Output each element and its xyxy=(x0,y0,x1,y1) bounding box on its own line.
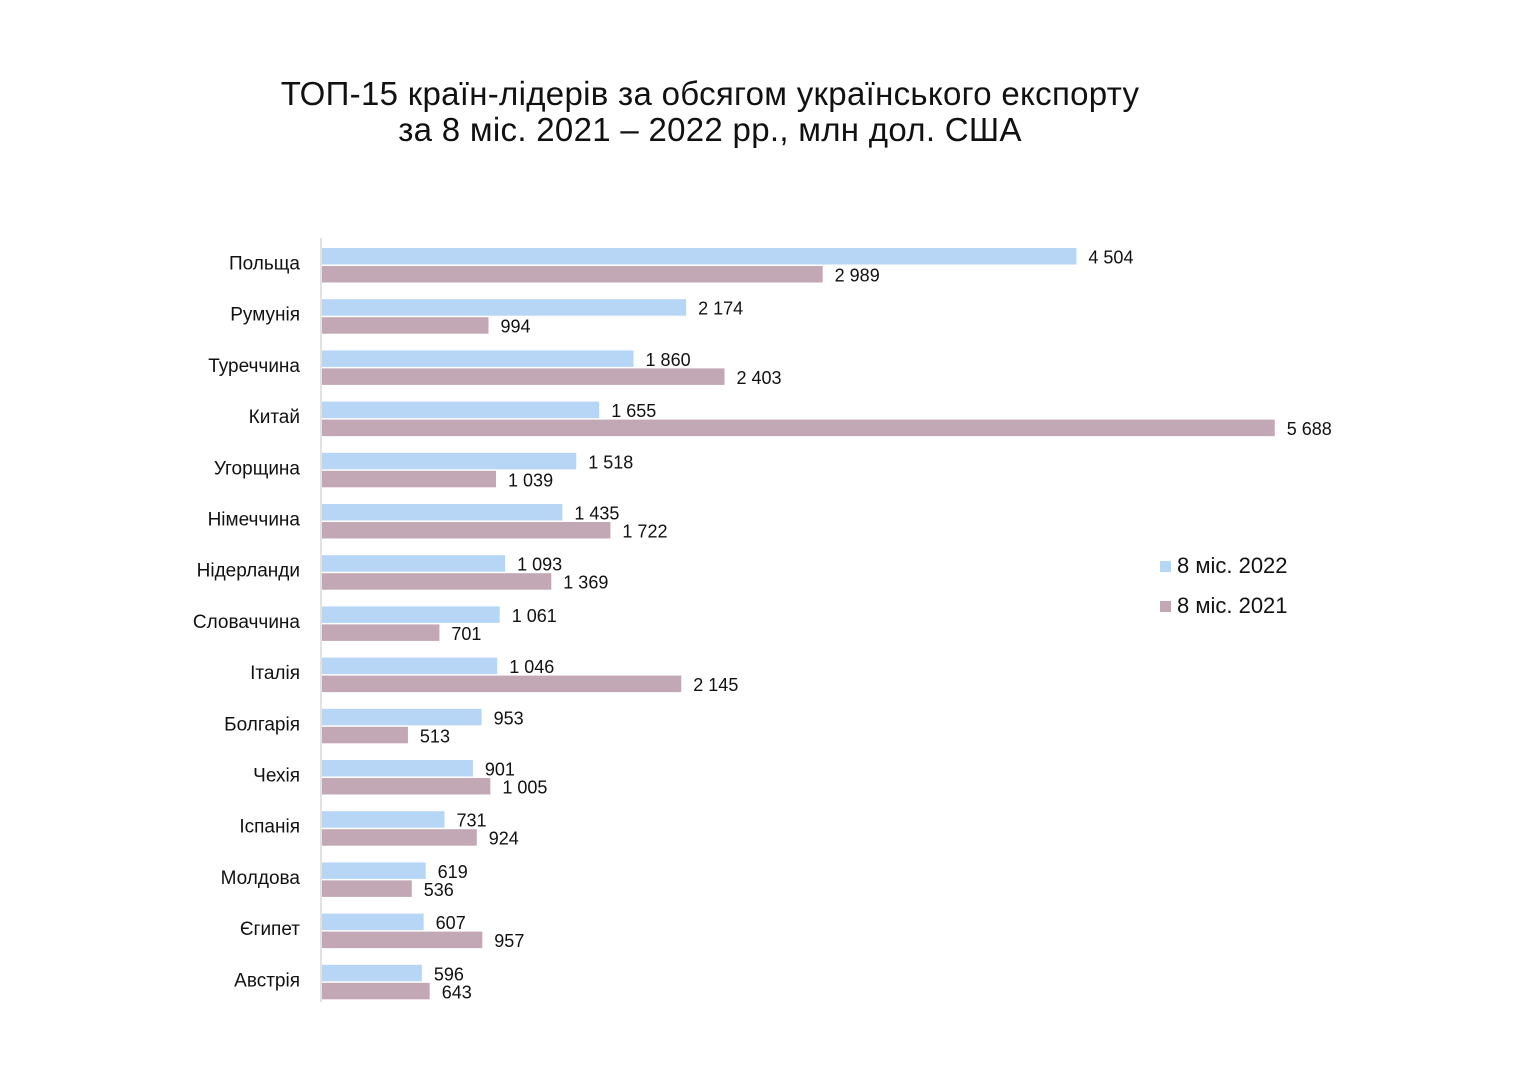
bar-2021 xyxy=(322,522,611,539)
bar-2022 xyxy=(322,657,498,675)
chart-title-block: ТОП-15 країн-лідерів за обсягом українсь… xyxy=(0,76,1420,148)
bar-2021 xyxy=(322,931,483,949)
bar-2021 xyxy=(322,573,552,590)
bar-2021 xyxy=(322,726,408,744)
bar-2022 xyxy=(322,760,473,777)
category-label: Нідерланди xyxy=(197,561,300,582)
category-label: Німеччина xyxy=(208,510,301,531)
data-label-2022: 1 860 xyxy=(646,350,691,370)
data-label-2021: 2 989 xyxy=(835,266,880,286)
data-label-2021: 513 xyxy=(420,726,450,746)
data-label-2022: 731 xyxy=(456,811,486,831)
bar-2022 xyxy=(322,248,1077,265)
legend-item-2022: 8 міс. 2022 xyxy=(1160,546,1288,586)
data-label-2021: 701 xyxy=(451,624,481,644)
data-label-2021: 1 039 xyxy=(508,470,553,490)
data-label-2021: 957 xyxy=(494,931,524,951)
legend-label-2022: 8 міс. 2022 xyxy=(1177,553,1288,578)
data-label-2022: 607 xyxy=(436,913,466,933)
category-label: Італія xyxy=(250,663,300,684)
data-label-2021: 1 722 xyxy=(622,522,667,542)
data-label-2021: 1 369 xyxy=(563,573,608,593)
category-label: Словаччина xyxy=(193,612,301,633)
category-label: Румунія xyxy=(230,305,300,326)
legend-swatch-2022 xyxy=(1160,560,1171,572)
bar-2022 xyxy=(322,555,506,572)
category-label: Туреччина xyxy=(208,356,300,377)
data-label-2021: 924 xyxy=(489,829,519,849)
bar-2021 xyxy=(322,470,497,488)
bar-2021 xyxy=(322,778,491,795)
category-label: Польща xyxy=(229,254,300,275)
bar-2021 xyxy=(322,317,489,334)
bar-2022 xyxy=(322,350,634,367)
data-label-2022: 4 504 xyxy=(1088,248,1133,268)
category-label: Чехія xyxy=(253,766,300,787)
data-label-2022: 953 xyxy=(494,708,524,728)
bar-2021 xyxy=(322,880,412,897)
bar-2021 xyxy=(322,829,477,846)
chart-title: ТОП-15 країн-лідерів за обсягом українсь… xyxy=(280,75,1140,112)
bar-2022 xyxy=(322,708,482,726)
data-label-2022: 1 655 xyxy=(611,401,656,421)
category-label: Іспанія xyxy=(239,817,300,838)
category-label: Угорщина xyxy=(214,458,301,479)
bar-2022 xyxy=(322,452,577,470)
bar-2021 xyxy=(322,675,682,693)
data-label-2022: 596 xyxy=(434,964,464,984)
data-label-2021: 1 005 xyxy=(502,778,547,798)
data-label-2021: 2 403 xyxy=(737,368,782,388)
bar-2021 xyxy=(322,982,430,1000)
bar-2021 xyxy=(322,419,1275,437)
data-label-2022: 2 174 xyxy=(698,299,743,319)
data-label-2022: 1 093 xyxy=(517,555,562,575)
bar-2022 xyxy=(322,504,563,521)
category-label: Австрія xyxy=(234,970,300,991)
data-label-2021: 5 688 xyxy=(1287,419,1332,439)
category-label: Єгипет xyxy=(240,919,300,940)
data-label-2022: 1 435 xyxy=(574,504,619,524)
bar-2022 xyxy=(322,811,445,828)
bar-2022 xyxy=(322,964,422,982)
data-label-2021: 643 xyxy=(442,982,472,1002)
legend-swatch-2021 xyxy=(1160,600,1171,612)
data-label-2021: 536 xyxy=(424,880,454,900)
data-label-2022: 619 xyxy=(438,862,468,882)
category-label: Китай xyxy=(249,407,300,428)
bar-2022 xyxy=(322,299,687,316)
data-label-2022: 901 xyxy=(485,760,515,780)
chart-subtitle: за 8 міс. 2021 – 2022 рр., млн дол. США xyxy=(398,111,1022,148)
bar-2021 xyxy=(322,266,823,283)
legend-label-2021: 8 міс. 2021 xyxy=(1177,593,1288,618)
bar-2022 xyxy=(322,862,426,879)
category-label: Молдова xyxy=(221,868,301,889)
data-label-2021: 2 145 xyxy=(693,675,738,695)
bar-2022 xyxy=(322,606,500,623)
data-label-2022: 1 046 xyxy=(509,657,554,677)
bar-2021 xyxy=(322,624,440,641)
category-label: Болгарія xyxy=(224,714,300,735)
data-label-2022: 1 061 xyxy=(512,606,557,626)
data-label-2021: 994 xyxy=(500,317,530,337)
legend: 8 міс. 2022 8 міс. 2021 xyxy=(1160,546,1288,626)
legend-item-2021: 8 міс. 2021 xyxy=(1160,586,1288,626)
bar-2022 xyxy=(322,913,424,931)
data-label-2022: 1 518 xyxy=(588,452,633,472)
bar-2022 xyxy=(322,401,600,419)
bar-2021 xyxy=(322,368,725,385)
